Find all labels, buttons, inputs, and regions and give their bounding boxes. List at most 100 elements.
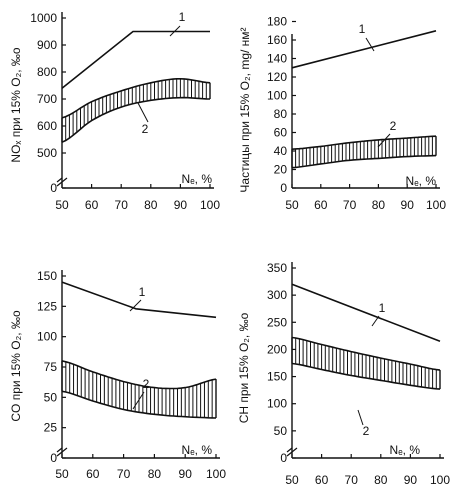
y-tick-label: 120 bbox=[267, 70, 287, 84]
x-tick-label: 90 bbox=[174, 198, 188, 212]
series-2-label: 2 bbox=[142, 122, 149, 136]
x-tick-label: 100 bbox=[206, 467, 226, 481]
x-tick-label: 60 bbox=[85, 198, 99, 212]
y-tick-label: 60 bbox=[274, 126, 288, 140]
series-2-hatching bbox=[61, 78, 211, 143]
series-2-hatching bbox=[291, 337, 441, 390]
y-tick-label: 180 bbox=[267, 15, 287, 29]
y-tick-label: 25 bbox=[44, 421, 58, 435]
x-tick-label: 50 bbox=[285, 198, 299, 212]
series-1-leader bbox=[129, 299, 142, 312]
x-tick-label: 70 bbox=[117, 467, 131, 481]
y-tick-label: 20 bbox=[274, 163, 288, 177]
x-tick-label: 90 bbox=[401, 198, 415, 212]
axis-break-mark bbox=[286, 447, 298, 457]
y-tick-label: 150 bbox=[37, 269, 57, 283]
series-2-label: 2 bbox=[143, 377, 150, 391]
x-tick-label: 70 bbox=[345, 473, 359, 487]
chart-panel-4: 0 50 100 150 200 250 300 350 50 60 70 80 90 100 Nₑ, % C… bbox=[237, 261, 450, 487]
series-1-label: 1 bbox=[379, 301, 386, 315]
x-tick-label: 60 bbox=[314, 198, 328, 212]
series-1-label: 1 bbox=[179, 10, 186, 24]
axis-break-mark bbox=[56, 177, 68, 187]
x-tick-label: 100 bbox=[200, 198, 220, 212]
y-axis-label: NOₓ при 15% O₂, ‰o bbox=[9, 47, 23, 162]
x-tick-label: 60 bbox=[86, 467, 100, 481]
x-tick-label: 80 bbox=[372, 198, 386, 212]
y-tick-label: 0 bbox=[280, 451, 287, 465]
y-tick-label: 150 bbox=[267, 370, 287, 384]
series-2-label: 2 bbox=[390, 119, 397, 133]
x-axis-label: Nₑ, % bbox=[406, 174, 437, 188]
y-axis-label: CO при 15% O₂, ‰o bbox=[9, 310, 23, 422]
y-axis-label: Частицы при 15% O₂, mg/ нм² bbox=[238, 27, 252, 192]
y-tick-label: 80 bbox=[274, 107, 288, 121]
y-tick-label: 100 bbox=[267, 397, 287, 411]
y-tick-label: 0 bbox=[280, 181, 287, 195]
series-1-leader bbox=[371, 315, 380, 327]
y-tick-label: 100 bbox=[37, 330, 57, 344]
series-2-upper-bound bbox=[291, 336, 441, 371]
series-2-leader bbox=[377, 133, 391, 148]
series-2-label: 2 bbox=[363, 424, 370, 438]
y-tick-label: 0 bbox=[50, 181, 57, 195]
x-axis-label: Nₑ, % bbox=[390, 443, 421, 457]
x-axis-label: Nₑ, % bbox=[182, 172, 213, 186]
x-tick-label: 50 bbox=[55, 198, 69, 212]
series-1-line bbox=[61, 30, 210, 89]
x-tick-label: 70 bbox=[343, 198, 357, 212]
series-2-leader bbox=[132, 391, 145, 410]
y-tick-label: 50 bbox=[274, 424, 288, 438]
x-tick-label: 100 bbox=[426, 198, 446, 212]
y-tick-label: 500 bbox=[37, 146, 57, 160]
series-2-upper-bound bbox=[291, 135, 437, 150]
y-tick-label: 75 bbox=[44, 360, 58, 374]
axis-break-mark bbox=[56, 447, 68, 457]
chart-panel-3: 0 25 50 75 100 125 150 50 60 70 80 90 100 Nₑ, % CO при… bbox=[9, 269, 226, 481]
y-tick-label: 800 bbox=[37, 65, 57, 79]
x-tick-label: 60 bbox=[315, 473, 329, 487]
y-tick-label: 100 bbox=[267, 89, 287, 103]
series-2-lower-bound bbox=[291, 362, 441, 390]
x-tick-label: 70 bbox=[115, 198, 129, 212]
series-1-line bbox=[291, 30, 437, 69]
y-tick-label: 700 bbox=[37, 92, 57, 106]
series-1-line bbox=[61, 281, 217, 319]
series-2-upper-bound bbox=[61, 360, 217, 390]
series-2-lower-bound bbox=[61, 96, 211, 143]
y-tick-label: 300 bbox=[267, 288, 287, 302]
series-2-upper-bound bbox=[61, 78, 211, 119]
series-2-leader bbox=[137, 102, 149, 123]
x-tick-label: 80 bbox=[374, 473, 388, 487]
y-tick-label: 0 bbox=[50, 451, 57, 465]
series-2-lower-bound bbox=[291, 154, 437, 169]
series-1-line bbox=[291, 283, 441, 343]
y-tick-label: 140 bbox=[267, 52, 287, 66]
x-tick-label: 90 bbox=[404, 473, 418, 487]
x-tick-label: 90 bbox=[179, 467, 193, 481]
y-tick-label: 900 bbox=[37, 38, 57, 52]
chart-panel-2: 0 20 40 60 80 100 120 140 160 180 50 60 70 80 90 100 Nₑ,… bbox=[238, 15, 446, 213]
series-1-leader bbox=[365, 37, 375, 52]
y-tick-label: 250 bbox=[267, 315, 287, 329]
series-2-leader bbox=[357, 409, 364, 426]
y-tick-label: 50 bbox=[44, 390, 58, 404]
x-axis-label: Nₑ, % bbox=[182, 443, 213, 457]
chart-panel-1: 0 500 600 700 800 900 1000 50 60 70 80 90 100 Nₑ, % NO… bbox=[9, 10, 220, 212]
series-2-lower-bound bbox=[61, 390, 217, 419]
y-tick-label: 350 bbox=[267, 261, 287, 275]
y-tick-label: 125 bbox=[37, 299, 57, 313]
y-tick-label: 160 bbox=[267, 33, 287, 47]
series-1-leader bbox=[169, 25, 181, 37]
y-tick-label: 40 bbox=[274, 144, 288, 158]
y-tick-label: 1000 bbox=[30, 11, 57, 25]
x-tick-label: 80 bbox=[144, 198, 158, 212]
x-tick-label: 50 bbox=[285, 473, 299, 487]
y-axis-label: CH при 15% O₂, ‰o bbox=[237, 312, 251, 423]
x-tick-label: 100 bbox=[430, 473, 450, 487]
series-1-label: 1 bbox=[359, 22, 366, 36]
y-tick-label: 200 bbox=[267, 342, 287, 356]
x-tick-label: 50 bbox=[55, 467, 69, 481]
y-tick-label: 600 bbox=[37, 119, 57, 133]
